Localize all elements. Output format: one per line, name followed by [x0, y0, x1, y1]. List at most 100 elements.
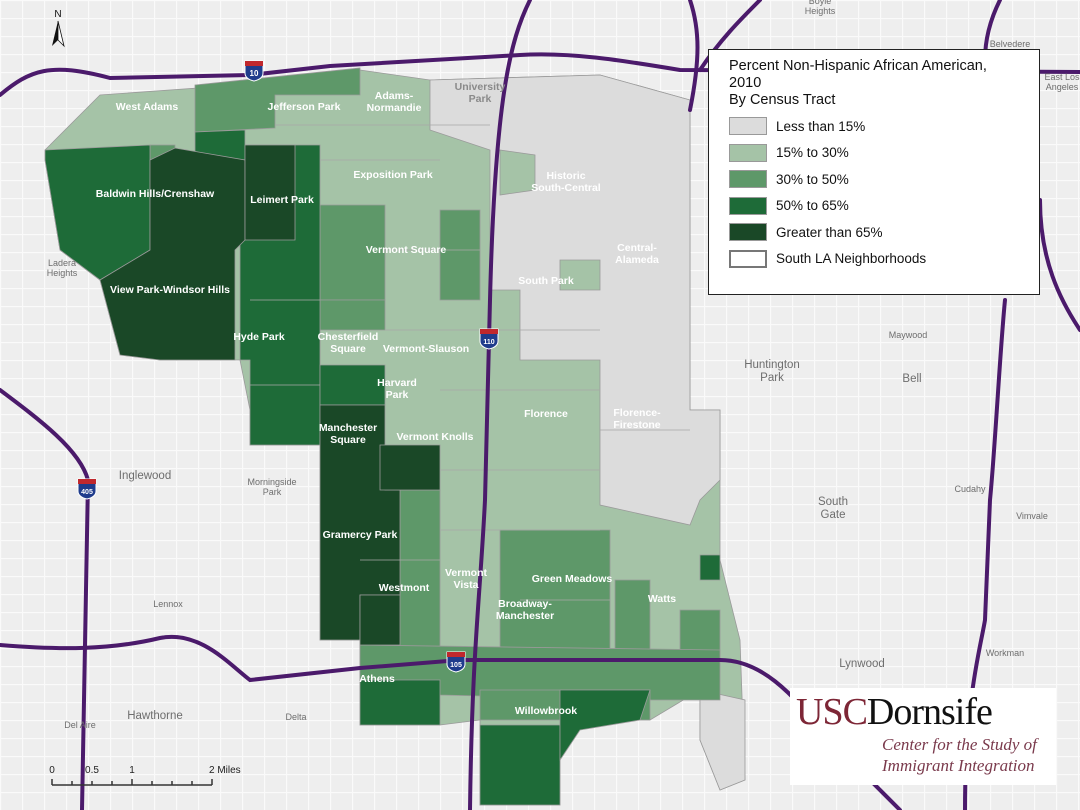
interstate-110-shield-icon: 110 — [479, 328, 499, 350]
legend-label: Less than 15% — [776, 118, 866, 134]
place-label: Ladera Heights — [47, 258, 78, 278]
place-label: Vimvale — [1016, 511, 1048, 521]
census-tract — [244, 144, 296, 241]
legend-subtitle: By Census Tract — [729, 92, 836, 108]
logo-line: Immigrant Integration — [882, 756, 1035, 775]
logo-line: Center for the Study of — [882, 735, 1037, 754]
place-label: South Gate — [818, 496, 848, 521]
legend-label: Greater than 65% — [776, 224, 883, 240]
neighborhood-label: Central-Alameda — [615, 242, 659, 266]
neighborhood-label: Chesterfield Square — [318, 331, 379, 355]
census-tract — [499, 529, 611, 651]
neighborhood-label: Baldwin Hills/Crenshaw — [96, 188, 215, 200]
legend-title-line: 2010 — [729, 75, 762, 91]
svg-text:405: 405 — [81, 489, 93, 496]
interstate-10-shield-icon: 10 — [244, 60, 264, 82]
place-label: Lennox — [153, 599, 183, 609]
freeway-line — [688, 0, 762, 112]
neighborhood-label: Broadway-Manchester — [496, 598, 554, 622]
neighborhood-label: Manchester Square — [319, 422, 377, 446]
neighborhood-label: South Park — [518, 275, 574, 287]
place-label: Huntington Park — [744, 359, 800, 384]
legend-label: 50% to 65% — [776, 198, 849, 214]
census-tract — [559, 689, 651, 762]
svg-text:105: 105 — [450, 662, 462, 669]
svg-text:10: 10 — [250, 69, 259, 78]
logo-dornsife: Dornsife — [866, 691, 993, 733]
place-label: Delta — [285, 712, 306, 722]
neighborhood-label: View Park-Windsor Hills — [110, 284, 230, 296]
freeway-line — [0, 388, 91, 810]
legend-label: 30% to 50% — [776, 171, 849, 187]
place-label: Hawthorne — [127, 710, 183, 722]
svg-text:110: 110 — [483, 339, 494, 346]
neighborhood-label: Harvard Park — [377, 377, 417, 401]
census-tract — [479, 724, 561, 806]
legend-label: South LA Neighborhoods — [776, 251, 927, 267]
north-label: N — [54, 9, 61, 20]
place-label: Bell — [902, 373, 921, 385]
highway-shields: 10 110 105 405 — [77, 60, 499, 673]
legend-swatch — [729, 223, 767, 242]
scale-tick-label: 0.5 — [85, 765, 99, 776]
freeway-line — [0, 52, 1080, 97]
neighborhood-label: Florence — [524, 408, 568, 420]
census-tract — [614, 579, 651, 651]
legend-swatch — [729, 196, 767, 215]
scale-tick-label: 0 — [49, 765, 55, 776]
place-label: Boyle Heights — [805, 0, 836, 16]
place-label: Cudahy — [954, 484, 986, 494]
neighborhood-label: Historic South-Central — [531, 170, 600, 194]
neighborhood-label: Adams-Normandie — [367, 90, 422, 114]
neighborhood-label: Exposition Park — [353, 169, 433, 181]
place-label: Workman — [986, 648, 1024, 658]
neighborhood-label: Green Meadows — [532, 573, 613, 585]
neighborhood-label: Watts — [648, 593, 676, 605]
neighborhood-label: Westmont — [379, 582, 430, 594]
neighborhood-label: University Park — [455, 81, 506, 105]
neighborhood-label: Jefferson Park — [268, 101, 341, 113]
neighborhood-label: Hyde Park — [233, 331, 285, 343]
scale-tick-label: 2 Miles — [209, 765, 241, 776]
place-label: Maywood — [889, 330, 928, 340]
legend-item: 50% to 65% — [729, 193, 1039, 220]
logo-usc: USC — [796, 691, 868, 733]
neighborhood-labels: West Adams Jefferson Park Adams-Normandie U… — [96, 81, 676, 717]
census-tract — [699, 554, 721, 581]
census-tract — [359, 679, 441, 726]
tract-boundaries — [250, 124, 690, 601]
place-label: Morningside Park — [247, 477, 296, 497]
legend-swatch — [729, 170, 767, 189]
census-tract — [699, 689, 746, 791]
place-label: East Los Angeles — [1044, 72, 1080, 92]
freeway-line — [468, 0, 532, 810]
census-tract — [359, 594, 401, 646]
place-label: Belvedere — [990, 39, 1031, 49]
neighborhood-label: Vermont-Slauson — [383, 343, 469, 355]
legend-item: Less than 15% — [729, 113, 1039, 140]
legend: Percent Non-Hispanic African American, 2… — [708, 49, 1040, 295]
legend-item: Greater than 65% — [729, 219, 1039, 246]
census-tract — [379, 444, 441, 491]
neighborhood-label: Vermont Knolls — [396, 431, 473, 443]
legend-title-line: Percent Non-Hispanic African American, — [729, 58, 987, 74]
interstate-105-shield-icon: 105 — [446, 651, 466, 673]
freeway-line — [1038, 198, 1080, 332]
legend-title: Percent Non-Hispanic African American, 2… — [729, 58, 1029, 109]
neighborhood-label: Vermont Square — [366, 244, 447, 256]
neighborhood-label: Willowbrook — [515, 705, 577, 717]
north-arrow: N — [52, 9, 65, 48]
legend-item: 15% to 30% — [729, 140, 1039, 167]
census-tract — [499, 149, 536, 196]
legend-item: 30% to 50% — [729, 166, 1039, 193]
freeway-line — [0, 634, 902, 810]
interstate-405-shield-icon: 405 — [77, 478, 97, 500]
place-labels: Boyle Heights Belvedere East Los Angeles Lade… — [47, 0, 1080, 730]
place-label: Lynwood — [839, 658, 885, 670]
neighborhood-label: Leimert Park — [250, 194, 314, 206]
census-tracts — [44, 67, 746, 806]
legend-item: South LA Neighborhoods — [729, 246, 1039, 273]
scale-tick-label: 1 — [129, 765, 135, 776]
